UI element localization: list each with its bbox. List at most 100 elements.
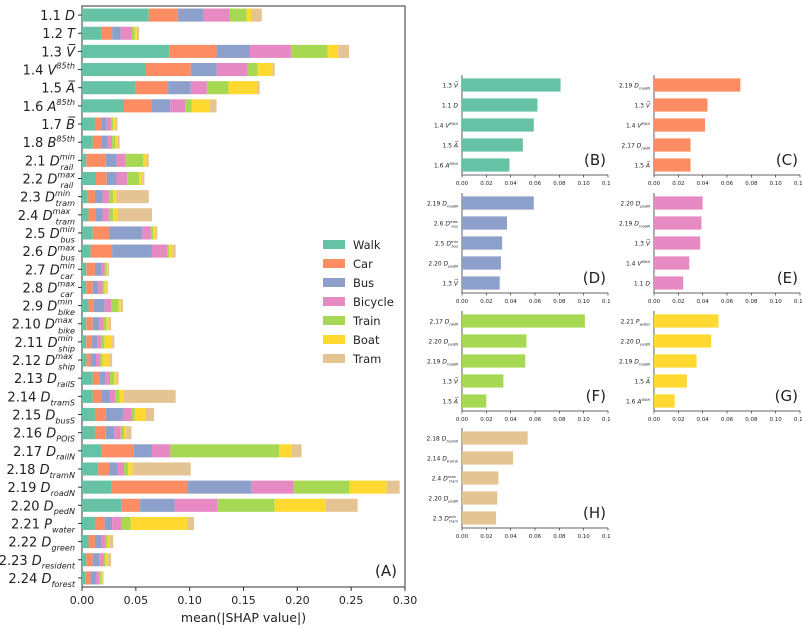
- mini-y-label-2.19: 2.19 DroadN: [427, 359, 458, 367]
- bar-tram-2.12: [109, 353, 113, 367]
- mini-x-tick-label: 0.02: [480, 534, 492, 540]
- bar-train-2.15: [131, 407, 135, 422]
- bar-bus-2.11: [91, 335, 98, 349]
- legend-item-boat: Boat: [323, 330, 394, 349]
- bar-boat-2.20: [274, 498, 326, 512]
- mini-bar-1.5: [462, 138, 523, 152]
- bar-train-2.17: [170, 444, 280, 458]
- bar-train-2.9: [111, 299, 119, 313]
- mini-x-tick-label: 0.10: [578, 417, 591, 423]
- mini-x-tick-label: 0.06: [721, 181, 734, 187]
- panel-b-chart: 1.3 V̅ 1.1 D 1.4 V85th 1.5 A̅ 1.6 A85th 0.00 0…: [434, 75, 610, 187]
- bar-car-2.13: [92, 371, 100, 385]
- mini-x-tick-label: 0.10: [578, 181, 591, 187]
- bar-train-2.23: [103, 553, 106, 567]
- mini-x-tick-label: 0.10: [578, 534, 591, 540]
- bar-bicycle-2.3: [102, 190, 109, 204]
- mini-y-label-2.19: 2.19 DroadN: [619, 359, 650, 367]
- bar-bus-2.15: [105, 407, 123, 422]
- bar-bicycle-2.5: [142, 226, 151, 240]
- bar-bus-2.19: [187, 480, 252, 494]
- bar-bicycle-2.9: [104, 299, 112, 313]
- mini-x-tick-label: 0.06: [529, 299, 542, 305]
- bar-car-2.15: [94, 407, 106, 422]
- mini-bar-2.5: [462, 236, 503, 250]
- mini-bar-1.6: [462, 158, 510, 172]
- mini-bar-2.20: [462, 334, 527, 348]
- bar-bus-2.10: [92, 317, 100, 331]
- y-tick-label-2.11: 2.11 Dmin ship: [14, 333, 75, 353]
- mini-x-tick-label: 0.04: [505, 417, 518, 423]
- bar-car-2.8: [86, 280, 93, 294]
- bar-train-1.2: [131, 26, 135, 40]
- bar-bicycle-2.16: [114, 426, 121, 440]
- bar-walk-1.2: [82, 26, 102, 40]
- mini-y-label-2.5: 2.5 Dmin bus: [435, 240, 459, 249]
- bar-bicycle-2.8: [98, 280, 103, 294]
- mini-x-tick-label: 0.06: [529, 534, 542, 540]
- bar-car-2.14: [92, 389, 102, 403]
- x-tick-label-0.05: 0.05: [124, 594, 149, 607]
- mini-y-label-2.14: 2.14 DtramS: [427, 456, 459, 464]
- bar-tram-1.1: [251, 8, 262, 22]
- bar-boat-1.1: [246, 8, 252, 22]
- legend-label: Car: [353, 256, 373, 271]
- bar-boat-2.24: [101, 571, 103, 585]
- y-tick-label-2.7: 2.7 Dmin car: [25, 260, 75, 280]
- bar-bus-1.3: [216, 44, 250, 58]
- mini-bar-1.1: [462, 98, 538, 112]
- bar-train-2.22: [105, 535, 108, 549]
- mini-bar-1.3: [462, 374, 504, 388]
- bar-bicycle-2.21: [112, 516, 122, 530]
- y-tick-label-2.23: 2.23 Dresident: [0, 554, 76, 571]
- mini-x-tick-label: 0.00: [456, 299, 469, 305]
- bar-train-1.5: [206, 81, 229, 95]
- y-tick-label-2.3: 2.3 Dmin tram: [20, 188, 75, 208]
- bar-train-2.24: [99, 571, 102, 585]
- panel-c-chart: 2.19 DroadN 1.3 V̅ 1.4 V85th 2.17 DrailN 1.5…: [619, 75, 802, 187]
- mini-x-tick-label: 0.06: [529, 417, 542, 423]
- mini-x-tick-label: 0.04: [505, 534, 518, 540]
- mini-bar-2.17: [654, 138, 691, 152]
- bar-tram-1.4: [272, 63, 275, 77]
- mini-x-tick-label: 0.12: [602, 181, 610, 187]
- y-tick-label-2.19: 2.19 DroadN: [7, 481, 75, 498]
- bar-bicycle-1.3: [249, 44, 291, 58]
- bar-boat-2.10: [106, 317, 109, 331]
- mini-y-label-1.1: 1.1 D: [634, 281, 650, 288]
- bar-tram-2.24: [102, 571, 104, 585]
- bar-train-2.11: [101, 335, 105, 349]
- x-tick-label-0.00: 0.00: [70, 594, 95, 607]
- panel-label-d: (D): [583, 269, 606, 287]
- mini-y-label-2.20: 2.20 DpedN: [428, 339, 458, 347]
- bar-car-2.21: [94, 516, 105, 530]
- mini-y-label-1.3: 1.3 V̅: [442, 280, 459, 287]
- legend: Walk Car Bus Bicycle Train Boat Tram: [323, 235, 394, 368]
- bar-boat-2.21: [130, 516, 188, 530]
- panel-label-a: (A): [375, 562, 397, 580]
- mini-bar-1.3: [654, 236, 701, 250]
- mini-x-tick-label: 0.02: [480, 417, 492, 423]
- mini-bar-1.3: [462, 78, 561, 92]
- panel-g-chart: 2.21 Pwater 2.20 DpedN 2.19 DroadN 1.5 A̅ 1.…: [619, 311, 802, 423]
- bar-train-2.4: [108, 208, 114, 222]
- mini-x-tick-label: 0.06: [721, 417, 734, 423]
- bar-train-2.3: [108, 190, 114, 204]
- bar-car-2.7: [86, 262, 95, 276]
- legend-label: Bus: [353, 275, 375, 290]
- mini-bar-1.1: [654, 276, 684, 290]
- bar-walk-2.12: [82, 353, 87, 367]
- y-tick-label-2.20: 2.20 DpedN: [11, 499, 75, 516]
- bar-walk-2.5: [82, 226, 93, 240]
- bar-car-2.20: [121, 498, 141, 512]
- bar-boat-1.8: [115, 135, 118, 149]
- bar-walk-2.9: [82, 299, 89, 313]
- panel-e-chart: 2.20 DpedN 2.19 DroadN 1.3 V̅ 1.4 V85th 1.1 …: [619, 193, 802, 305]
- bar-tram-2.5: [155, 226, 158, 240]
- bar-bus-2.1: [105, 153, 117, 167]
- bar-boat-2.13: [114, 371, 117, 385]
- bar-tram-1.2: [136, 26, 140, 40]
- bar-boat-2.11: [104, 335, 113, 349]
- bar-car-2.23: [86, 553, 93, 567]
